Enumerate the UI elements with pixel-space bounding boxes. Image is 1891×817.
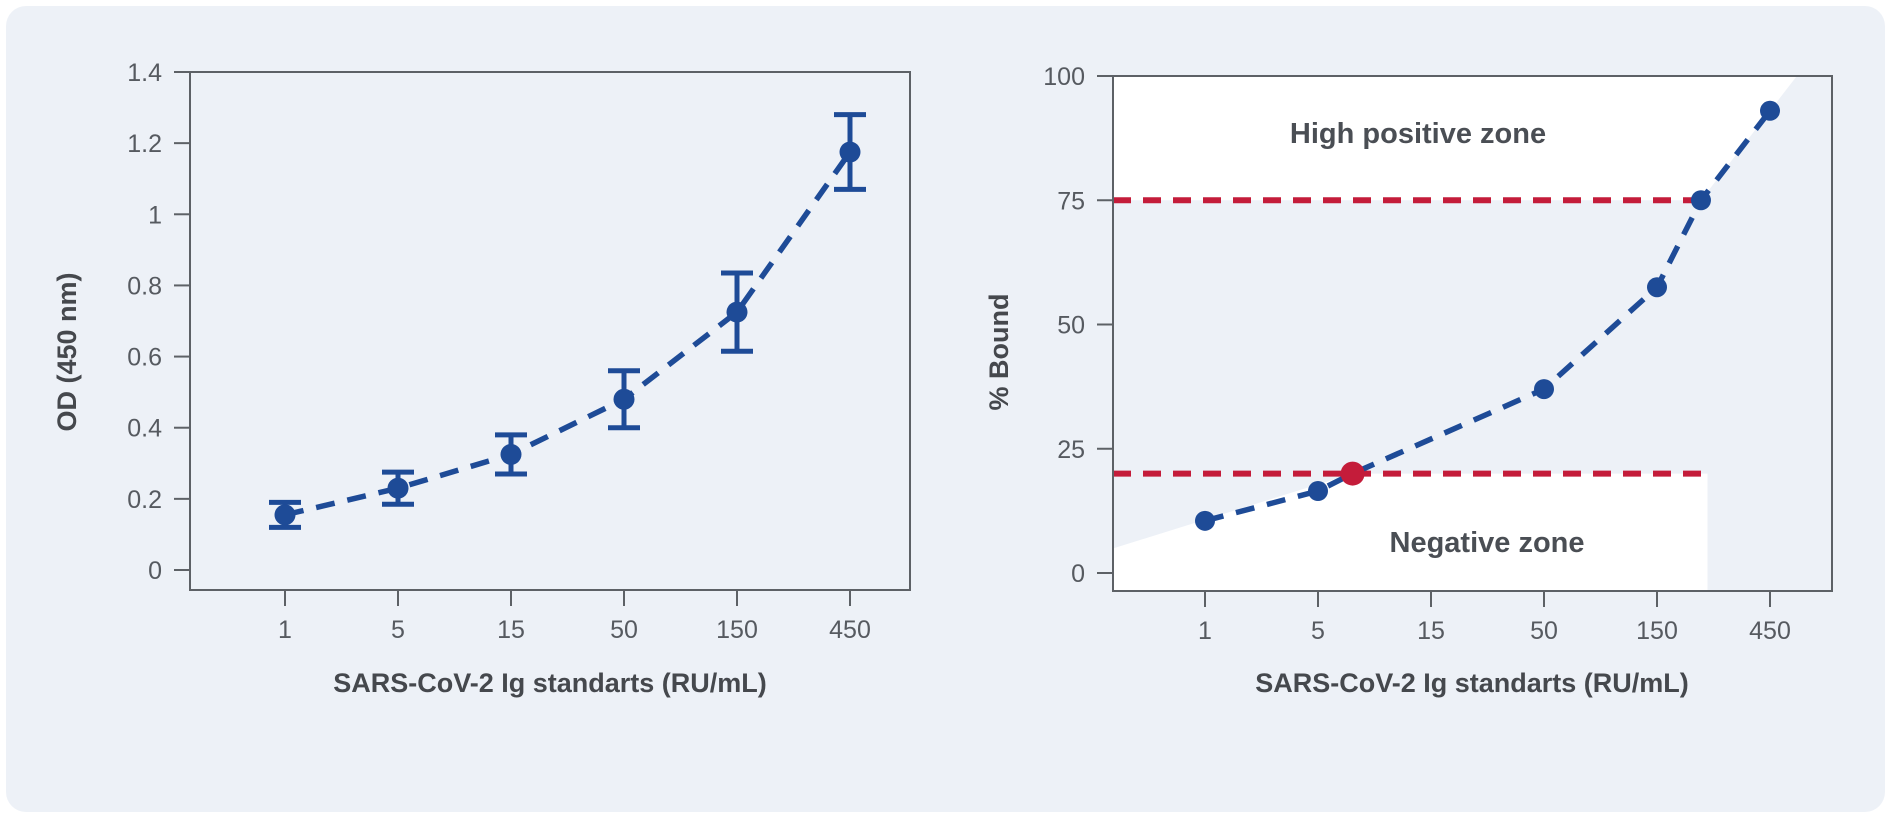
y-tick-label: 1 bbox=[148, 201, 162, 229]
x-tick-label: 50 bbox=[610, 616, 638, 644]
data-point bbox=[274, 504, 296, 526]
data-point bbox=[1647, 277, 1667, 298]
left-chart-x-axis-title: SARS-CoV-2 Ig standarts (RU/mL) bbox=[333, 668, 767, 698]
standard-curve-line bbox=[284, 150, 853, 518]
figure-card bbox=[6, 6, 1885, 812]
data-point bbox=[1308, 480, 1328, 501]
x-tick-label: 5 bbox=[1311, 617, 1325, 645]
x-tick-label: 15 bbox=[497, 616, 525, 644]
figure-text-labels: OD (450 nm) SARS-CoV-2 Ig standarts (RU/… bbox=[52, 118, 1689, 698]
y-tick-label: 0 bbox=[148, 557, 162, 585]
x-tick-label: 1 bbox=[278, 616, 292, 644]
y-tick-label: 0 bbox=[1071, 560, 1085, 588]
x-tick-label: 150 bbox=[1636, 617, 1678, 645]
y-tick-label: 0.6 bbox=[127, 344, 162, 372]
negative-zone-label: Negative zone bbox=[1390, 527, 1585, 559]
data-point bbox=[1534, 379, 1554, 400]
y-tick-label: 100 bbox=[1043, 63, 1085, 91]
x-tick-label: 450 bbox=[829, 616, 871, 644]
plot-border bbox=[189, 71, 911, 591]
data-point bbox=[387, 477, 409, 499]
data-point bbox=[1760, 100, 1780, 121]
data-point bbox=[613, 388, 635, 410]
x-tick-label: 5 bbox=[391, 616, 405, 644]
od-standard-curve-chart: 00.20.40.60.811.21.41 5 15 50 150 450 bbox=[127, 59, 911, 644]
y-tick-label: 0.2 bbox=[127, 486, 162, 514]
x-tick-label: 15 bbox=[1417, 617, 1445, 645]
data-point bbox=[726, 301, 748, 323]
x-tick-label: 150 bbox=[716, 616, 758, 644]
data-point bbox=[839, 141, 861, 163]
data-point bbox=[1195, 510, 1215, 531]
negative-zone-area bbox=[1114, 473, 1708, 590]
y-tick-label: 25 bbox=[1057, 436, 1085, 464]
left-chart-y-axis-title: OD (450 nm) bbox=[52, 272, 82, 431]
high-positive-zone-area bbox=[1114, 77, 1797, 201]
y-tick-label: 0.8 bbox=[127, 272, 162, 300]
high-positive-zone-label: High positive zone bbox=[1290, 118, 1546, 150]
right-chart-y-axis-title: % Bound bbox=[984, 294, 1014, 411]
data-point bbox=[1690, 190, 1711, 211]
x-tick-label: 1 bbox=[1198, 617, 1212, 645]
plot-border bbox=[1112, 75, 1833, 592]
x-tick-label: 450 bbox=[1749, 617, 1791, 645]
y-tick-label: 1.4 bbox=[127, 59, 162, 87]
y-tick-label: 75 bbox=[1057, 187, 1085, 215]
negative-cutoff-point bbox=[1340, 461, 1365, 486]
y-tick-label: 50 bbox=[1057, 312, 1085, 340]
data-point bbox=[500, 443, 522, 465]
y-tick-label: 0.4 bbox=[127, 415, 162, 443]
x-tick-label: 50 bbox=[1530, 617, 1558, 645]
y-tick-label: 1.2 bbox=[127, 130, 162, 158]
right-chart-x-axis-title: SARS-CoV-2 Ig standarts (RU/mL) bbox=[1255, 668, 1689, 698]
